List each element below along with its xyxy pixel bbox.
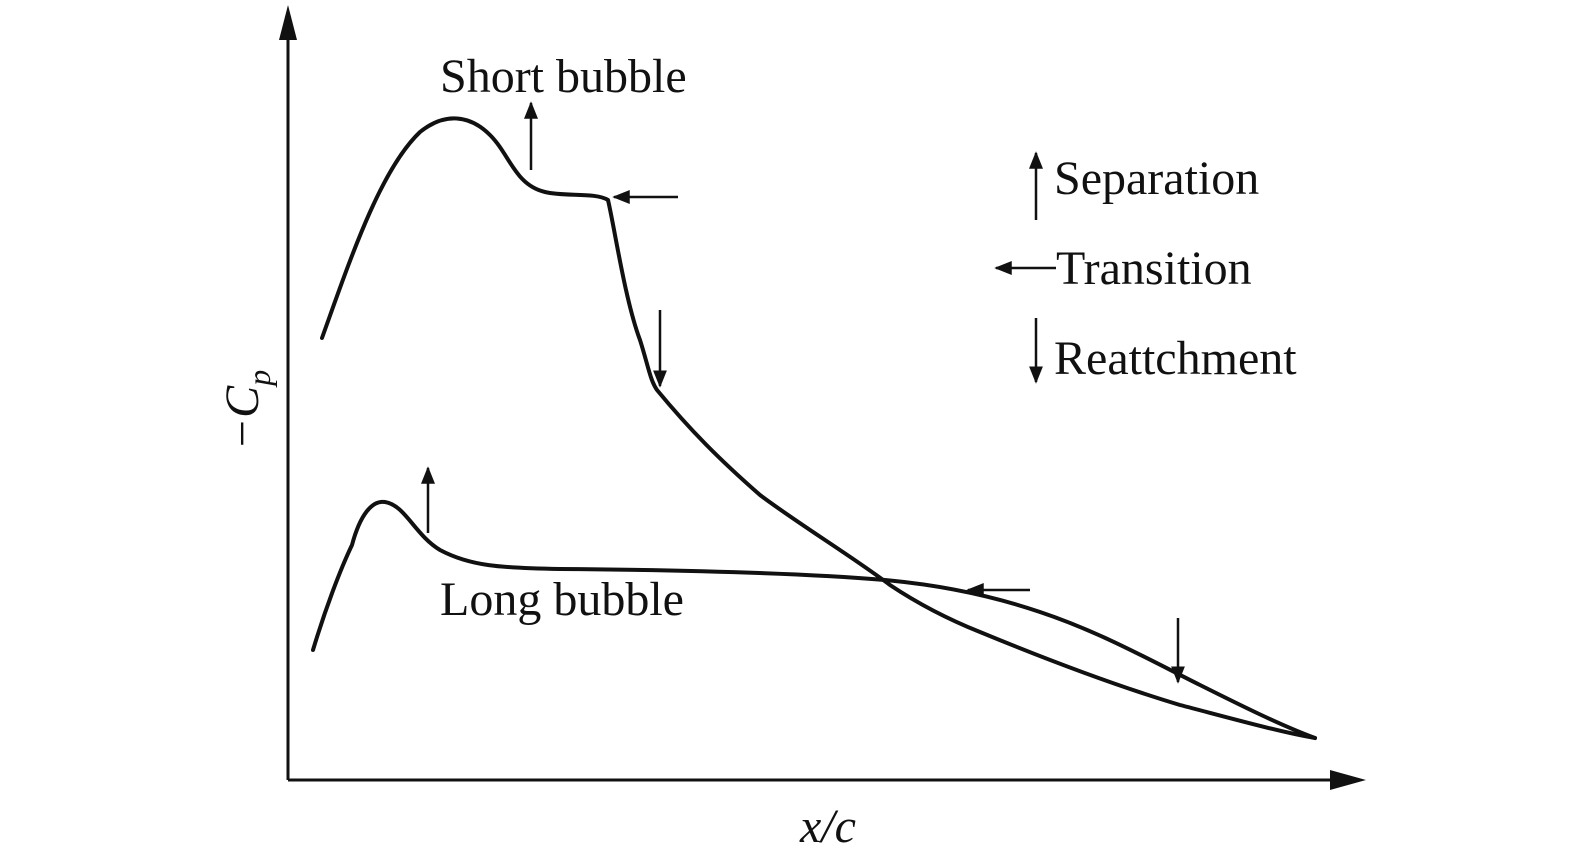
y-axis-head [279, 5, 297, 40]
long-bubble-curve [311, 499, 1317, 740]
x-axis-label: x/c [799, 800, 856, 853]
short-bubble-label: Short bubble [440, 50, 687, 103]
y-label-main-text: −C [216, 385, 269, 450]
legend-separation: Separation [1054, 152, 1259, 205]
y-label-main: −Cp [216, 370, 277, 450]
y-axis-label: −Cp [216, 370, 277, 450]
legend-transition: Transition [1056, 242, 1252, 295]
short-bubble-curve [320, 116, 1317, 740]
long-bubble-label: Long bubble [440, 573, 684, 626]
legend-reattachment: Reattchment [1054, 332, 1297, 385]
y-label-sub: p [241, 370, 277, 388]
x-axis-head [1330, 770, 1366, 790]
